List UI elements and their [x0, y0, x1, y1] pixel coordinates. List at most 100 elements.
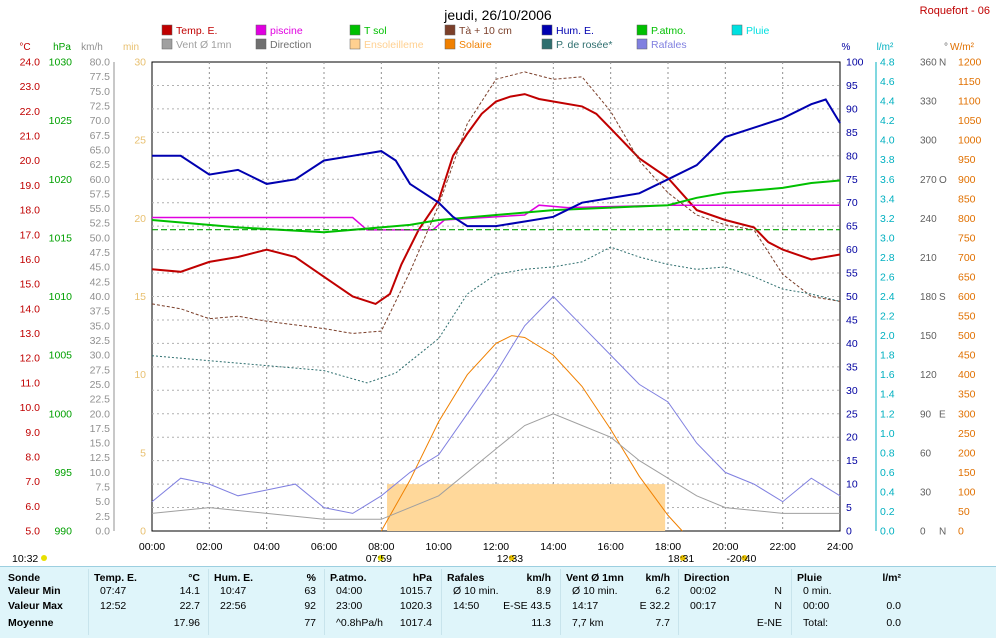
axis-tick-temp: 20.0	[20, 155, 41, 167]
legend-swatch	[349, 24, 361, 36]
axis-tick-hum: 70	[846, 197, 858, 209]
axis-tick-hum: 30	[846, 385, 858, 397]
table-value: 14.1	[179, 585, 200, 597]
axis-tick-press: 1010	[49, 291, 73, 303]
axis-tick-rain: 4.4	[880, 96, 895, 108]
axis-tick-wind: 52.5	[90, 218, 111, 230]
axis-tick-wind: 35.0	[90, 320, 111, 332]
sun-marker-icon	[377, 555, 384, 561]
table-separator	[441, 569, 442, 635]
axis-tick-hum: 80	[846, 150, 858, 162]
axis-tick-wind: 0.0	[95, 526, 110, 538]
axis-tick-press: 1020	[49, 174, 73, 186]
table-unit: °C	[188, 572, 200, 584]
axis-tick-rain: 1.2	[880, 408, 895, 420]
axis-tick-dir-letter: S	[939, 292, 946, 303]
sun-marker-icon	[41, 555, 47, 561]
axis-tick-wind: 27.5	[90, 364, 111, 376]
axis-tick-wind: 70.0	[90, 115, 111, 127]
table-value: N	[774, 600, 782, 612]
axis-tick-dir: 90	[920, 409, 932, 420]
table-separator	[88, 569, 89, 635]
time-marker-label: -20:40	[727, 553, 757, 565]
sun-marker-icon	[679, 555, 686, 561]
axis-tick-solar: 950	[958, 154, 976, 166]
axis-tick-wind: 47.5	[90, 247, 111, 259]
axis-tick-rain: 4.6	[880, 76, 895, 88]
legend-swatch	[349, 38, 361, 50]
axis-tick-wind: 77.5	[90, 71, 111, 83]
summary-table: Sonde Valeur Min Valeur Max Moyenne Temp. E.…	[0, 566, 996, 638]
axis-tick-rain: 2.8	[880, 252, 895, 264]
axis-tick-wind: 22.5	[90, 394, 111, 406]
table-value: 77	[304, 617, 316, 629]
axis-tick-wind: 75.0	[90, 86, 111, 98]
axis-tick-solar: 250	[958, 428, 976, 440]
table-cell: 23:00	[336, 600, 363, 612]
legend-label: Pluie	[746, 25, 770, 37]
axis-tick-wind: 17.5	[90, 423, 111, 435]
axis-tick-rain: 4.0	[880, 135, 895, 147]
axis-tick-dir: 120	[920, 370, 937, 381]
axis-tick-solar: 850	[958, 193, 976, 205]
axis-tick-dir-letter: N	[939, 58, 946, 69]
axis-tick-hum: 95	[846, 80, 858, 92]
axis-tick-solar: 450	[958, 350, 976, 362]
axis-tick-solar: 1100	[958, 96, 981, 108]
axis-tick-solar: 750	[958, 232, 976, 244]
legend-label: Hum. E.	[556, 25, 594, 37]
axis-tick-temp: 13.0	[20, 328, 41, 340]
axis-tick-rain: 2.6	[880, 271, 895, 283]
table-cell: Total:	[803, 617, 829, 629]
x-tick-label: 18:00	[655, 541, 681, 553]
axis-tick-wind: 20.0	[90, 408, 111, 420]
table-header: Direction	[684, 572, 730, 584]
axis-tick-rain: 0.4	[880, 486, 895, 498]
table-unit: %	[306, 572, 316, 584]
axis-tick-rain: 0.6	[880, 467, 895, 479]
axis-tick-rain: 2.0	[880, 330, 895, 342]
axis-tick-wind: 62.5	[90, 159, 111, 171]
axis-tick-temp: 14.0	[20, 303, 41, 315]
table-cell: 10:47	[220, 585, 247, 597]
time-marker-label: 10:32	[12, 553, 38, 565]
table-value: 1020.3	[399, 600, 432, 612]
axis-tick-minutes: 30	[134, 57, 146, 69]
table-header: P.atmo.	[330, 572, 367, 584]
axis-unit-dir: °	[944, 42, 948, 53]
x-tick-label: 02:00	[196, 541, 222, 553]
table-value: 63	[304, 585, 316, 597]
table-cell: Ø 10 min.	[572, 585, 618, 597]
axis-tick-temp: 18.0	[20, 205, 41, 217]
axis-tick-rain: 0.0	[880, 526, 895, 538]
axis-tick-solar: 1200	[958, 57, 982, 69]
axis-tick-dir: 330	[920, 97, 937, 108]
table-value: 0.0	[886, 600, 901, 612]
weather-chart: °C 5.0 6.0 7.0 8.0 9.0 10.0 11.0 12.0 13.0 14.0 15.…	[12, 5, 990, 565]
legend-label: P. de rosée*	[556, 39, 612, 51]
table-separator	[678, 569, 679, 635]
axis-tick-dir-letter: E	[939, 409, 946, 420]
table-header: Vent Ø 1mn	[566, 572, 624, 584]
axis-tick-rain: 4.8	[880, 57, 895, 69]
axis-tick-temp: 5.0	[25, 526, 40, 538]
axis-tick-rain: 3.2	[880, 213, 895, 225]
axis-tick-temp: 21.0	[20, 131, 41, 143]
legend-swatch	[161, 24, 173, 36]
table-cell: 0 min.	[803, 585, 832, 597]
axis-tick-wind: 80.0	[90, 57, 111, 69]
axis-tick-press: 1005	[49, 350, 73, 362]
axis-tick-wind: 32.5	[90, 335, 111, 347]
axis-tick-hum: 35	[846, 361, 858, 373]
table-cell: 00:00	[803, 600, 830, 612]
chart-title: jeudi, 26/10/2006	[443, 7, 552, 23]
table-cell: 22:56	[220, 600, 247, 612]
table-cell: 00:17	[690, 600, 717, 612]
axis-tick-solar: 600	[958, 291, 976, 303]
axis-tick-hum: 25	[846, 408, 858, 420]
table-value: 7.7	[655, 617, 670, 629]
axis-tick-rain: 1.8	[880, 350, 895, 362]
axis-tick-dir-letter: N	[939, 527, 946, 538]
legend-label: Tà + 10 cm	[459, 25, 512, 37]
x-tick-label: 00:00	[139, 541, 165, 553]
